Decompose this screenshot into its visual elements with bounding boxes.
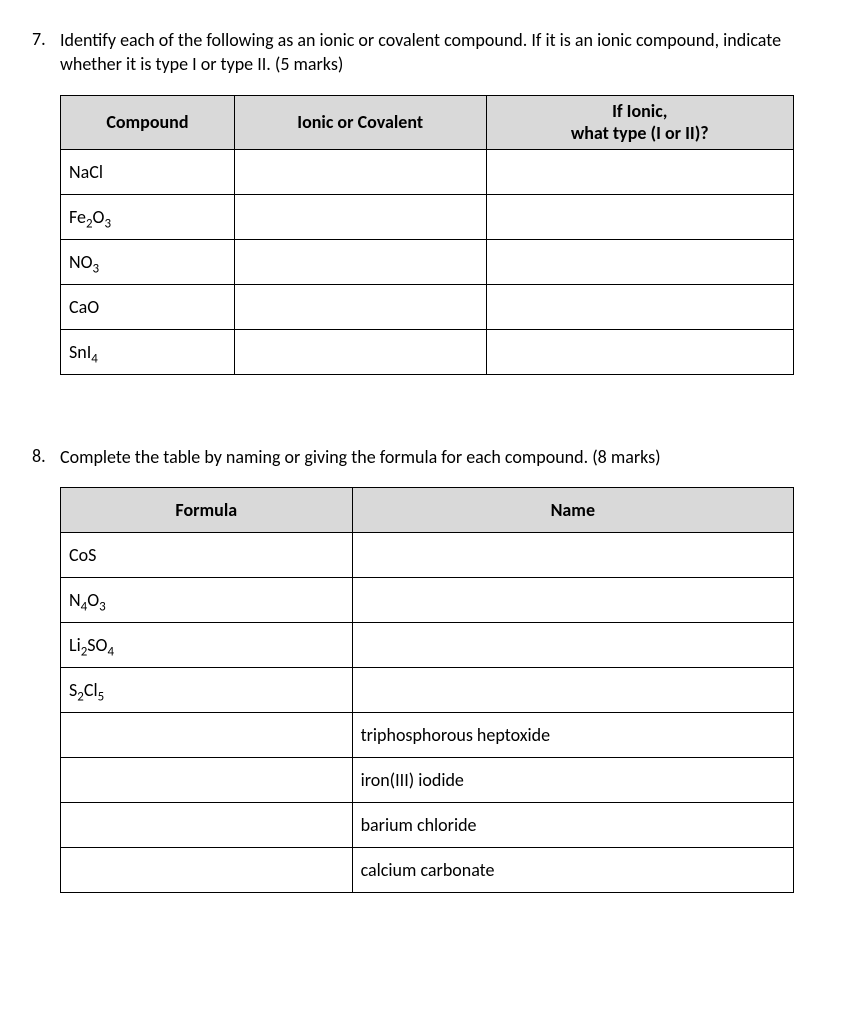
table-row: CaO (61, 284, 794, 329)
ionic-type-cell (486, 239, 794, 284)
table-row: SnI4 (61, 329, 794, 374)
table-row: N4O3 (61, 577, 794, 622)
formula-cell: N4O3 (61, 577, 353, 622)
ionic-covalent-cell (234, 329, 486, 374)
col-header-if-ionic-line2: what type (I or II)? (571, 122, 709, 144)
question-8: 8. Complete the table by naming or givin… (32, 445, 824, 893)
table-row: calcium carbonate (61, 847, 794, 892)
table-row: NaCl (61, 149, 794, 194)
question-8-header: 8. Complete the table by naming or givin… (32, 445, 824, 469)
question-7-table: Compound Ionic or Covalent If Ionic, wha… (60, 95, 794, 375)
name-cell: iron(III) iodide (352, 757, 793, 802)
name-cell: barium chloride (352, 802, 793, 847)
col-header-ionic-covalent: Ionic or Covalent (234, 95, 486, 149)
formula-cell: Li2SO4 (61, 622, 353, 667)
table-header-row: Formula Name (61, 487, 794, 532)
question-8-number: 8. (32, 445, 60, 467)
col-header-formula: Formula (61, 487, 353, 532)
question-8-prompt: Complete the table by naming or giving t… (60, 445, 824, 469)
formula-cell (61, 847, 353, 892)
ionic-type-cell (486, 284, 794, 329)
compound-cell: NO3 (61, 239, 235, 284)
table-row: barium chloride (61, 802, 794, 847)
ionic-covalent-cell (234, 284, 486, 329)
question-7-prompt: Identify each of the following as an ion… (60, 28, 824, 77)
question-7-number: 7. (32, 28, 60, 50)
table-row: Fe2O3 (61, 194, 794, 239)
ionic-type-cell (486, 194, 794, 239)
name-cell (352, 532, 793, 577)
compound-cell: NaCl (61, 149, 235, 194)
formula-cell (61, 712, 353, 757)
question-7: 7. Identify each of the following as an … (32, 28, 824, 375)
table-header-row: Compound Ionic or Covalent If Ionic, wha… (61, 95, 794, 149)
table-row: NO3 (61, 239, 794, 284)
formula-cell (61, 802, 353, 847)
col-header-if-ionic-line1: If Ionic, (612, 100, 667, 122)
table-row: CoS (61, 532, 794, 577)
ionic-type-cell (486, 329, 794, 374)
table-row: S2Cl5 (61, 667, 794, 712)
compound-cell: Fe2O3 (61, 194, 235, 239)
compound-cell: CaO (61, 284, 235, 329)
question-7-header: 7. Identify each of the following as an … (32, 28, 824, 77)
col-header-name: Name (352, 487, 793, 532)
formula-cell (61, 757, 353, 802)
name-cell (352, 667, 793, 712)
table-row: triphosphorous heptoxide (61, 712, 794, 757)
ionic-type-cell (486, 149, 794, 194)
formula-cell: CoS (61, 532, 353, 577)
ionic-covalent-cell (234, 239, 486, 284)
ionic-covalent-cell (234, 149, 486, 194)
formula-cell: S2Cl5 (61, 667, 353, 712)
name-cell: triphosphorous heptoxide (352, 712, 793, 757)
name-cell (352, 577, 793, 622)
table-row: Li2SO4 (61, 622, 794, 667)
question-8-table: Formula Name CoSN4O3Li2SO4S2Cl5triphosph… (60, 487, 794, 893)
col-header-compound: Compound (61, 95, 235, 149)
compound-cell: SnI4 (61, 329, 235, 374)
name-cell (352, 622, 793, 667)
table-row: iron(III) iodide (61, 757, 794, 802)
ionic-covalent-cell (234, 194, 486, 239)
name-cell: calcium carbonate (352, 847, 793, 892)
col-header-if-ionic: If Ionic, what type (I or II)? (486, 95, 794, 149)
